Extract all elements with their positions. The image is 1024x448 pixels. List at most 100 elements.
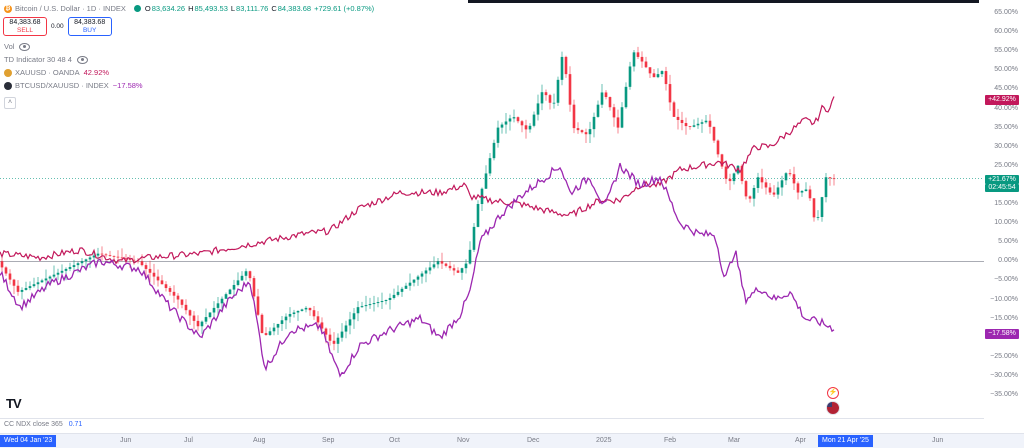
low-value: 83,111.76 [236,3,269,13]
time-axis[interactable]: Wed 04 Jan '23 Jun Jul Aug Sep Oct Nov Dec 2025… [0,433,1024,448]
candle-body [740,165,744,182]
td-indicator-legend-row[interactable]: TD Indicator 30 48 4 [4,53,143,66]
time-axis-tick: Oct [389,437,400,444]
xauusd-axis-tag: +42.92% [985,95,1019,105]
candle-body [180,299,184,305]
candle-body [276,323,280,328]
time-axis-tick: Feb [664,437,677,444]
price-axis-tick: 25.00% [994,161,1018,169]
chevron-up-icon[interactable]: ˄ [4,97,16,109]
candle-body [396,291,400,295]
time-axis-tick: Nov [457,437,470,444]
candle-body [380,301,384,303]
candle-body [272,327,276,332]
candle-body [160,280,164,285]
candle-body [660,71,664,75]
candle-body [372,303,376,305]
candle-body [452,268,456,271]
candle-body [676,116,680,120]
candle-body [188,310,192,316]
candle-body [796,183,800,193]
candle-body [256,296,260,315]
candle-body [164,284,168,289]
open-value: 83,634.26 [151,3,186,13]
candle-body [112,255,116,257]
xauusd-legend-row[interactable]: XAUUSD · OANDA 42.92% [4,66,143,79]
candle-body [680,119,684,124]
candle-body [52,274,56,277]
low-key: L [230,3,236,13]
candle-body [648,67,652,74]
td-indicator-label: TD Indicator 30 48 4 [4,55,72,64]
candle-body [512,117,516,119]
btcxau-legend-row[interactable]: BTCUSD/XAUUSD · INDEX −17.58% [4,79,143,92]
xauusd-value: 42.92% [83,68,110,77]
candle-body [228,289,232,295]
candle-body [732,173,736,182]
tradingview-logo[interactable]: TV [6,396,22,411]
candle-body [0,261,4,268]
volume-legend-row[interactable]: Vol [4,40,143,53]
candle-body [312,310,316,317]
candle-body [592,116,596,130]
price-axis-tick: −10.00% [990,295,1018,303]
price-axis-tick: 15.00% [994,200,1018,207]
candle-body [736,165,740,174]
trade-buttons: 84,383.68 SELL 0.00 84,383.68 BUY [3,17,112,36]
candle-body [516,117,520,122]
time-axis-tick: Jun [120,437,132,444]
lightning-event-icon[interactable]: ⚡ [827,387,839,399]
candle-body [76,263,80,266]
candle-body [564,56,568,75]
candle-body [328,334,332,341]
candle-body [704,120,708,123]
candle-body [400,288,404,292]
symbol-title[interactable]: Bitcoin / U.S. Dollar · 1D · INDEX [15,3,126,13]
candle-body [752,187,756,199]
chart-pane[interactable]: ₿ Bitcoin / U.S. Dollar · 1D · INDEX O 83… [0,0,984,432]
buy-price: 84,383.68 [74,19,106,26]
buy-button[interactable]: 84,383.68 BUY [67,17,112,36]
buy-label: BUY [82,27,97,34]
candle-body [16,285,20,292]
us-flag-event-icon[interactable] [826,401,840,415]
price-chart-svg[interactable] [0,0,984,418]
price-axis-tick: 30.00% [994,142,1018,150]
candle-body [500,124,504,128]
price-axis-tick: 0.00% [998,257,1018,265]
time-axis-tick: Aug [253,437,266,444]
candle-body [292,312,296,315]
candle-body [156,276,160,281]
candle-body [448,265,452,269]
candle-body [212,307,216,313]
close-key: C [271,3,277,13]
candle-body [476,204,480,227]
candle-body [684,123,688,127]
candle-body [300,309,304,311]
candle-body [464,263,468,269]
candle-body [528,125,532,130]
candle-body [580,130,584,133]
candle-body [408,282,412,286]
spread-value: 0.00 [51,23,64,30]
candle-body [652,73,656,78]
candle-body [152,272,156,277]
candle-body [696,123,700,126]
candle-body [616,117,620,128]
candle-body [216,303,220,308]
sell-button[interactable]: 84,383.68 SELL [3,17,47,36]
candle-body [608,97,612,108]
candle-body [628,66,632,87]
candle-body [64,268,68,271]
eye-icon[interactable] [19,42,31,51]
candle-body [808,189,812,199]
price-axis[interactable]: 65.00% 60.00% 55.00% 50.00% 45.00% 40.00% 35.0… [984,0,1024,432]
candle-body [640,56,644,62]
eye-icon[interactable] [76,55,88,64]
symbol-legend-row[interactable]: ₿ Bitcoin / U.S. Dollar · 1D · INDEX O 83… [4,2,374,15]
price-axis-tick: −35.00% [990,391,1018,398]
indicator-pane[interactable]: CC NDX close 365 0.71 [0,418,984,432]
candle-body [244,271,248,276]
candle-body [552,102,556,104]
candle-body [364,305,368,307]
